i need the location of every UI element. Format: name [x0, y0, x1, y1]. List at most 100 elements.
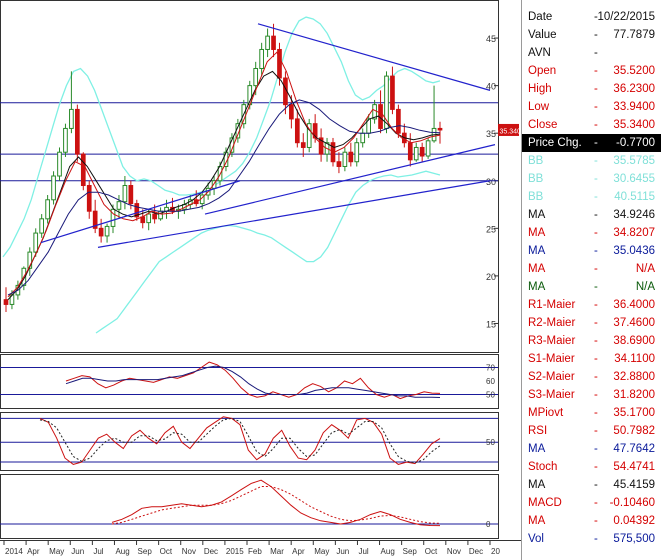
panel-value: 34.1100: [614, 353, 655, 365]
panel-row-low: Low - 33.9400: [522, 98, 661, 116]
panel-separator: -: [594, 353, 598, 365]
ma-red-line: [7, 51, 441, 298]
candle-body: [134, 203, 140, 218]
panel-value: 34.8207: [613, 227, 655, 239]
panel-label: RSI: [528, 425, 548, 437]
panel-label: High: [528, 83, 552, 95]
panel-value: 40.5115: [614, 191, 655, 203]
panel-separator: -: [594, 119, 598, 131]
bb-upper-line: [2, 16, 441, 258]
panel-row-ma: MA - N/A: [522, 278, 661, 296]
chart-area[interactable]: 15 20 25 30 35 40 45 35.3400 50 60 70 50 0 2014 Apr May…: [0, 0, 521, 560]
panel-separator: -: [594, 47, 598, 59]
panel-value: 35.5785: [613, 155, 655, 167]
chart-canvas[interactable]: 15 20 25 30 35 40 45 35.3400 50 60 70 50 0 2014 Apr May…: [0, 0, 521, 560]
candle-body: [354, 142, 360, 163]
panel-value: 30.6455: [613, 173, 655, 185]
panel-label: Close: [528, 119, 558, 131]
panel-row-bb: BB - 30.6455: [522, 170, 661, 188]
panel-label: R3-Maier: [528, 335, 576, 347]
panel-label: Price Chg.: [528, 137, 582, 149]
candle-body: [336, 161, 342, 167]
panel-label: MA: [528, 263, 546, 275]
pane-frame-rsi: [0, 354, 499, 409]
candle-body: [300, 142, 306, 148]
panel-separator: -: [594, 389, 598, 401]
candle-body: [146, 213, 152, 224]
panel-value: -0.7700: [615, 137, 655, 149]
x-tick-label: May: [49, 547, 64, 556]
panel-separator: -: [594, 227, 598, 239]
panel-separator: -: [594, 443, 598, 455]
panel-separator: -: [594, 335, 598, 347]
panel-value: 34.9246: [613, 209, 655, 221]
price-tick-label: 15: [486, 319, 496, 329]
x-tick-label: Nov: [182, 547, 196, 556]
candle-body: [110, 208, 116, 227]
panel-label: MA: [528, 479, 546, 491]
macd-ma-line: [111, 486, 441, 525]
x-tick-label: Dec: [469, 547, 483, 556]
panel-label: R1-Maier: [528, 299, 576, 311]
candle-body: [104, 225, 110, 237]
stoch-ma-line: [39, 417, 441, 464]
panel-separator: -: [594, 281, 598, 293]
panel-label: R2-Maier: [528, 317, 576, 329]
candle-body: [413, 146, 419, 161]
macd-line: [111, 479, 441, 527]
panel-label: BB: [528, 173, 544, 185]
panel-value: 33.9400: [613, 101, 655, 113]
x-tick-label: Jun: [336, 547, 349, 556]
candle-body: [306, 123, 312, 148]
panel-separator: -: [594, 191, 598, 203]
x-tick-label: Oct: [160, 547, 173, 556]
stoch-line: [39, 416, 441, 465]
x-tick-label: Nov: [447, 547, 461, 556]
panel-row-ma: MA - 35.0436: [522, 242, 661, 260]
panel-separator: -: [594, 245, 598, 257]
candle-body: [265, 35, 270, 50]
panel-row-ma: MA - 45.4159: [522, 476, 661, 494]
panel-value: 36.4000: [613, 299, 655, 311]
panel-separator: -: [594, 479, 598, 491]
stoch-tick-label: 50: [486, 438, 495, 447]
panel-value: 31.8200: [613, 389, 655, 401]
price-tick-label: 30: [486, 177, 496, 187]
panel-separator: -: [594, 173, 598, 185]
panel-value: -0.10460: [609, 497, 655, 509]
panel-value: 35.5200: [613, 65, 655, 77]
x-tick-label: Sep: [403, 547, 418, 556]
candle-body: [277, 48, 282, 79]
candle-body: [74, 108, 80, 155]
panel-row-close: Close - 35.3400: [522, 116, 661, 134]
trendline: [40, 180, 241, 244]
panel-row-ma: MA - 34.9246: [522, 206, 661, 224]
x-tick-label: May: [314, 547, 329, 556]
candle-body: [152, 213, 157, 220]
data-window-panel: Date -10/22/2015 Value -77.7879 AVN - Open -35.…: [521, 0, 661, 560]
panel-row-vol: Vol - 575,500: [522, 530, 661, 548]
candle-body: [39, 218, 45, 234]
panel-separator: -: [594, 317, 598, 329]
panel-label: Open: [528, 65, 557, 77]
panel-row-price-chg-: Price Chg. - -0.7700: [522, 134, 661, 152]
price-tick-label: 45: [486, 34, 496, 44]
price-tick-label: 25: [486, 224, 496, 234]
x-tick-label: Apr: [292, 547, 305, 556]
panel-label: MA: [528, 515, 546, 527]
panel-label: MA: [528, 209, 546, 221]
ma-navy-line: [7, 99, 441, 296]
panel-row-high: High - 36.2300: [522, 80, 661, 98]
panel-row-avn: AVN -: [522, 44, 661, 62]
x-tick-label: Aug: [115, 547, 129, 556]
panel-separator: -: [594, 371, 598, 383]
trendline: [204, 144, 496, 215]
panel-separator: -: [594, 83, 598, 95]
panel-row-s1-maier: S1-Maier - 34.1100: [522, 350, 661, 368]
panel-label: S2-Maier: [528, 371, 575, 383]
candle-body: [294, 118, 300, 144]
candle-body: [360, 132, 366, 144]
candle-body: [396, 108, 401, 134]
x-tick-label: Mar: [270, 547, 284, 556]
candle-body: [98, 227, 104, 237]
